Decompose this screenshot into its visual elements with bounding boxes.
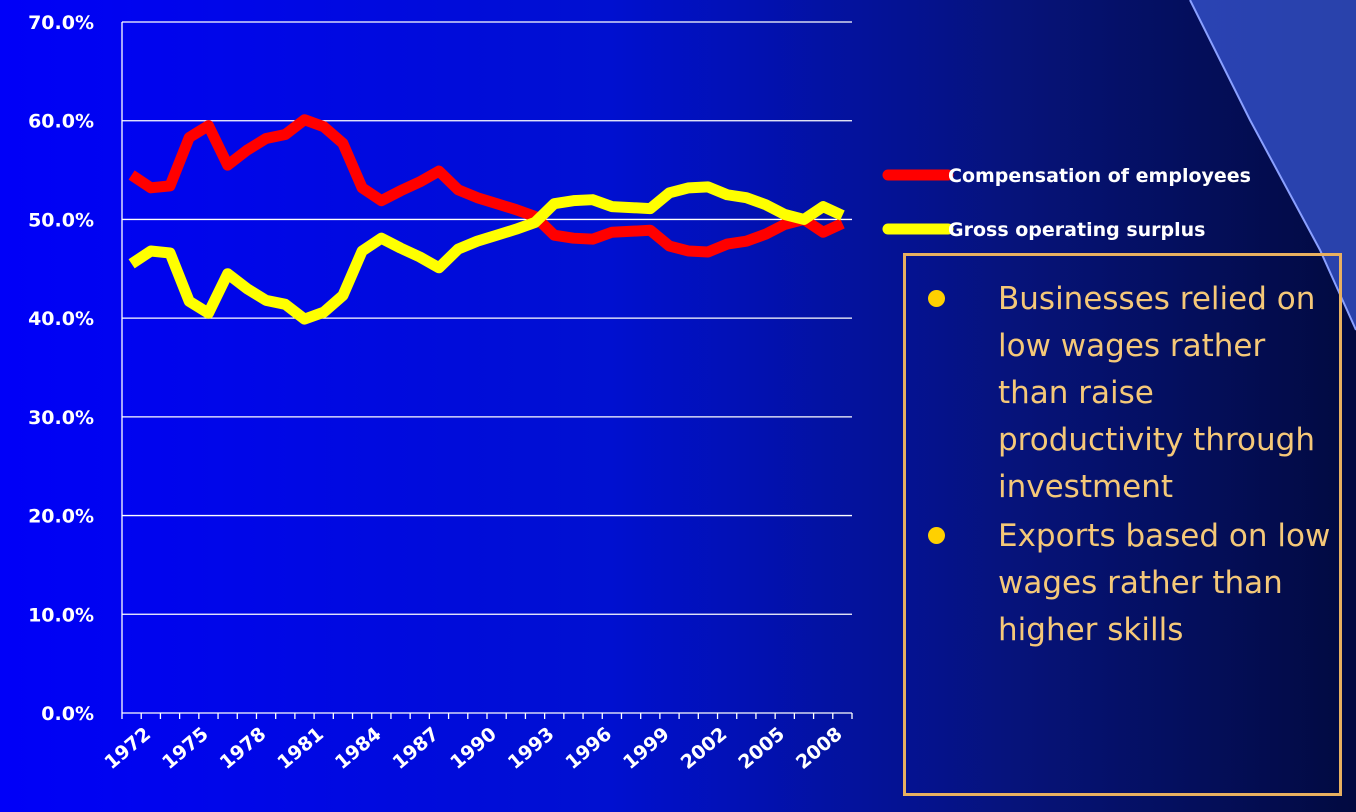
y-tick-label: 70.0% bbox=[28, 12, 94, 34]
x-tick-label: 1990 bbox=[446, 723, 501, 774]
y-tick-label: 10.0% bbox=[28, 604, 94, 626]
y-tick-label: 40.0% bbox=[28, 308, 94, 330]
x-tick-label: 2002 bbox=[677, 723, 732, 774]
bullet: Exports based on low wages rather than h… bbox=[906, 513, 1331, 654]
y-tick-label: 0.0% bbox=[41, 703, 94, 725]
x-tick-label: 1975 bbox=[158, 723, 213, 774]
x-tick-label: 1972 bbox=[100, 723, 155, 774]
x-tick-label: 1978 bbox=[216, 723, 271, 774]
decor-line bbox=[1189, 0, 1356, 331]
bullet-list: Businesses relied on low wages rather th… bbox=[906, 276, 1331, 654]
series-line bbox=[128, 181, 845, 325]
x-tick-label: 2005 bbox=[734, 723, 789, 774]
x-tick-label: 1993 bbox=[504, 723, 559, 774]
x-tick-label: 1984 bbox=[331, 723, 386, 774]
x-tick-label: 1987 bbox=[389, 723, 444, 774]
x-tick-label: 2008 bbox=[792, 723, 847, 774]
y-tick-label: 50.0% bbox=[28, 209, 94, 231]
y-tick-label: 20.0% bbox=[28, 506, 94, 528]
y-tick-label: 30.0% bbox=[28, 407, 94, 429]
bullet: Businesses relied on low wages rather th… bbox=[906, 276, 1331, 511]
x-tick-label: 1996 bbox=[561, 723, 616, 774]
legend-label: Gross operating surplus bbox=[948, 219, 1205, 241]
x-tick-label: 1981 bbox=[273, 723, 328, 774]
legend-label: Compensation of employees bbox=[948, 165, 1251, 187]
text-box: Businesses relied on low wages rather th… bbox=[903, 253, 1342, 796]
x-tick-label: 1999 bbox=[619, 723, 674, 774]
series-line bbox=[128, 114, 845, 258]
y-tick-label: 60.0% bbox=[28, 111, 94, 133]
